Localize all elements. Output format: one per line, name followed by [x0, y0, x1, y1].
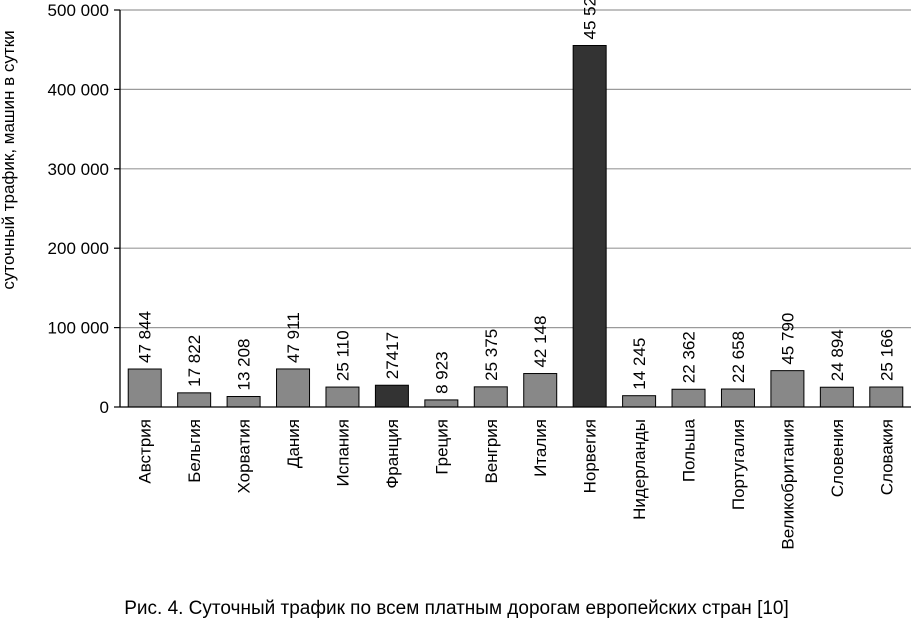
bar: [869, 386, 904, 408]
x-tick-label: Словакия: [877, 419, 896, 495]
figure-caption: Рис. 4. Суточный трафик по всем платным …: [124, 598, 789, 619]
x-tick-label: Греция: [432, 419, 451, 475]
grid-lines: [120, 9, 911, 329]
x-tick-label: Австрия: [136, 419, 155, 484]
bars: [127, 44, 904, 408]
bar: [523, 373, 558, 408]
y-axis-ticks: 0 100 000 200 000 300 000 400 000 500 000: [48, 1, 120, 417]
data-label: 14 245: [630, 338, 649, 390]
bar: [226, 396, 261, 408]
x-tick-label: Португалия: [729, 419, 748, 510]
data-labels: 47 844 17 822 13 208 47 911 25 110 27417 8 923…: [136, 0, 897, 394]
bar: [374, 384, 409, 408]
x-tick-label: Дания: [284, 419, 303, 468]
x-tick-label: Испания: [333, 419, 352, 486]
data-label: 8 923: [432, 351, 451, 394]
data-label: 24 894: [828, 329, 847, 381]
data-label: 45 790: [778, 313, 797, 365]
data-label: 45 5293: [581, 0, 600, 39]
x-tick-label: Великобритания: [778, 419, 797, 550]
bar: [720, 388, 755, 408]
data-label: 27417: [383, 332, 402, 379]
bar: [572, 44, 607, 408]
bar: [819, 386, 854, 408]
axes: [119, 10, 911, 408]
data-label: 25 375: [482, 329, 501, 381]
bar: [424, 399, 459, 408]
y-axis-label: суточный трафик, машин в сутки: [0, 30, 18, 289]
x-tick-label: Италия: [531, 419, 550, 477]
bar: [177, 392, 212, 408]
x-tick-label: Нидерланды: [630, 419, 649, 520]
bar: [325, 386, 360, 408]
data-label: 47 844: [136, 311, 155, 363]
y-tick-label: 0: [100, 398, 109, 417]
x-tick-label: Бельгия: [185, 419, 204, 483]
x-tick-label: Норвегия: [581, 419, 600, 493]
data-label: 13 208: [235, 339, 254, 391]
data-label: 22 658: [729, 331, 748, 383]
bar: [127, 368, 162, 408]
x-tick-label: Венгрия: [482, 419, 501, 484]
x-tick-label: Хорватия: [235, 419, 254, 493]
data-label: 25 166: [877, 329, 896, 381]
x-tick-label: Франция: [383, 419, 402, 489]
bar: [622, 395, 657, 408]
bar: [770, 370, 805, 408]
x-tick-label: Польша: [680, 418, 699, 482]
data-label: 25 110: [333, 330, 352, 381]
x-axis-category-labels: Австрия Бельгия Хорватия Дания Испания Франци…: [136, 418, 897, 549]
bar: [671, 388, 706, 408]
bar: [276, 368, 311, 408]
y-tick-label: 300 000: [48, 160, 109, 179]
y-tick-label: 200 000: [48, 239, 109, 258]
x-tick-label: Словения: [828, 419, 847, 497]
y-tick-label: 500 000: [48, 1, 109, 20]
data-label: 42 148: [531, 316, 550, 368]
data-label: 22 362: [680, 331, 699, 383]
data-label: 47 911: [284, 312, 303, 363]
y-tick-label: 400 000: [48, 80, 109, 99]
bar: [473, 386, 508, 408]
data-label: 17 822: [185, 335, 204, 387]
y-tick-label: 100 000: [48, 319, 109, 338]
